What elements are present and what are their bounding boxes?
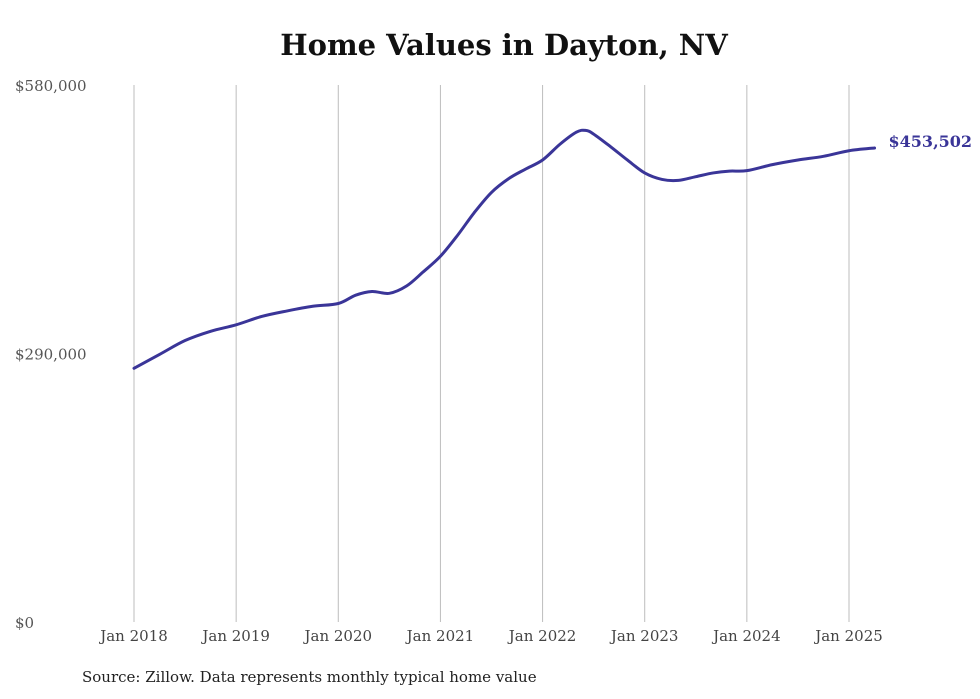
x-tick-label: Jan 2021	[405, 627, 475, 645]
x-tick-label: Jan 2019	[200, 627, 270, 645]
x-tick-label: Jan 2023	[609, 627, 679, 645]
end-value-label: $453,502	[889, 132, 973, 151]
x-tick-label: Jan 2024	[711, 627, 781, 645]
chart-title: Home Values in Dayton, NV	[280, 28, 728, 62]
x-tick-label: Jan 2018	[98, 627, 168, 645]
y-tick-label: $290,000	[15, 346, 87, 364]
y-tick-label: $580,000	[15, 77, 87, 95]
y-axis-ticks: $580,000 $290,000 $0	[15, 77, 87, 632]
x-tick-label: Jan 2020	[303, 627, 373, 645]
gridlines	[133, 85, 850, 622]
series-layer: $453,502	[132, 128, 973, 370]
source-note: Source: Zillow. Data represents monthly …	[82, 668, 537, 686]
series-line	[132, 128, 877, 370]
y-tick-label: $0	[15, 614, 34, 632]
x-tick-label: Jan 2025	[813, 627, 883, 645]
x-axis-ticks: Jan 2018 Jan 2019 Jan 2020 Jan 2021 Jan 2022…	[98, 627, 883, 645]
x-tick-label: Jan 2022	[507, 627, 577, 645]
